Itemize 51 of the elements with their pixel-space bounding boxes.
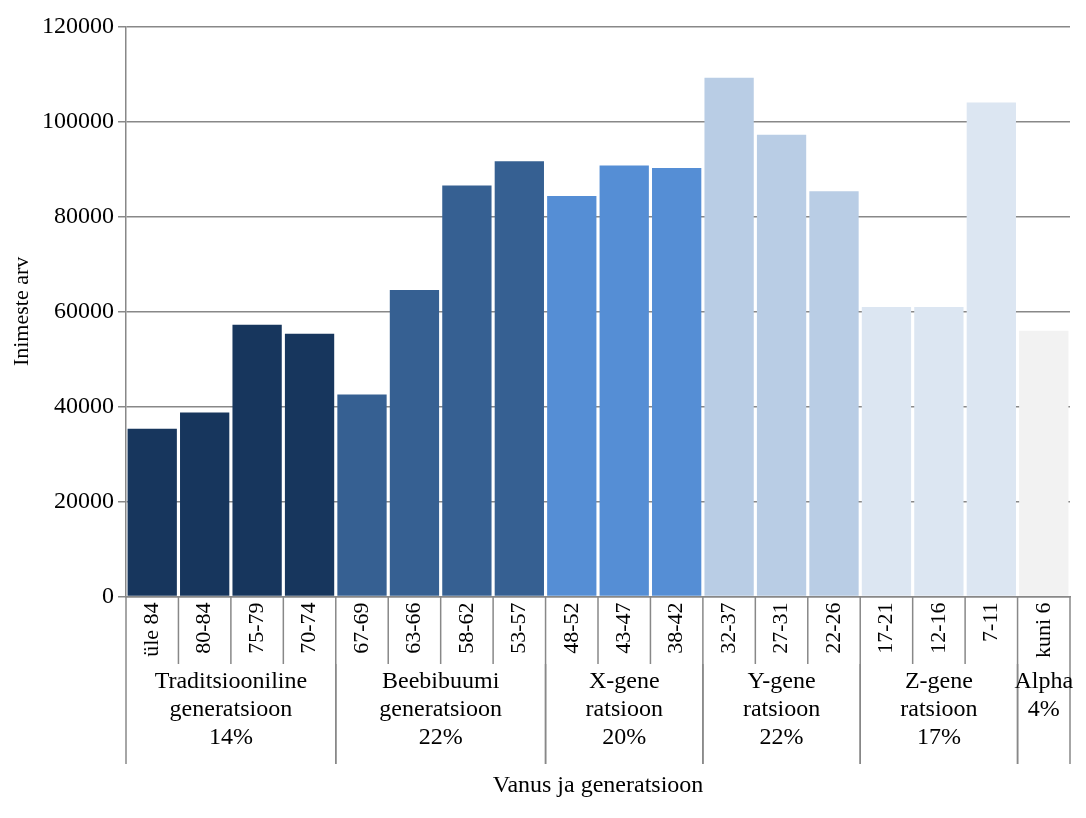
text: Beebibuumi generatsioon 22%: [379, 667, 502, 750]
y-axis-title: Inimeste arv: [7, 256, 33, 367]
y-tick-label: 40000: [54, 391, 114, 418]
x-axis-title: Vanus ja generatsioon: [492, 771, 704, 798]
bar: [547, 195, 597, 596]
text: Z-gene ratsioon 17%: [900, 667, 978, 750]
x-tick-label: 12-16: [924, 602, 950, 654]
bar: [337, 394, 387, 596]
x-tick-label: 32-37: [714, 602, 740, 654]
x-tick-label: 43-47: [610, 602, 635, 654]
bar: [756, 134, 807, 596]
bar: [914, 307, 964, 596]
bar: [652, 167, 702, 596]
bar: [494, 161, 544, 596]
bar: [442, 185, 492, 596]
x-tick-label: 48-52: [557, 602, 583, 654]
x-tick-label: 27-31: [767, 602, 793, 654]
x-tick-label: 58-62: [452, 602, 478, 654]
bar: [704, 77, 754, 596]
bar: [284, 333, 335, 596]
x-tick-label: 70-74: [295, 602, 321, 654]
x-tick-label: üle 84: [138, 602, 163, 657]
x-tick-label: 53-57: [505, 602, 531, 654]
bar: [809, 191, 859, 596]
y-tick-label: 120000: [42, 11, 114, 38]
bar: [389, 290, 440, 596]
y-tick-label: 20000: [54, 486, 114, 513]
x-tick-label: 80-84: [190, 602, 216, 654]
x-tick-label: 38-42: [662, 602, 688, 654]
text: X-gene ratsioon 20%: [585, 667, 663, 750]
x-tick-label: 63-66: [400, 602, 426, 654]
bar: [232, 324, 282, 596]
x-tick-label: 7-11: [977, 602, 1003, 642]
text: Y-gene ratsioon 22%: [742, 667, 821, 750]
bar: [599, 165, 649, 596]
bar: [1019, 330, 1069, 596]
x-tick-label: 75-79: [242, 602, 268, 654]
bar: [180, 412, 230, 596]
x-tick-label: 67-69: [347, 602, 373, 654]
y-tick-label: 80000: [54, 201, 114, 228]
bar: [966, 102, 1016, 596]
y-tick-label: 60000: [54, 296, 114, 323]
text: Alpha 4%: [1014, 667, 1074, 722]
bar: [861, 307, 912, 596]
y-tick-label: 100000: [42, 106, 114, 133]
x-tick-label: kuni 6: [1029, 602, 1055, 659]
x-tick-label: 22-26: [819, 602, 845, 654]
y-tick-label: 0: [102, 581, 114, 608]
bar: [127, 428, 177, 596]
text: Traditsiooniline generatsioon 14%: [154, 667, 308, 750]
x-tick-label: 17-21: [872, 602, 898, 654]
